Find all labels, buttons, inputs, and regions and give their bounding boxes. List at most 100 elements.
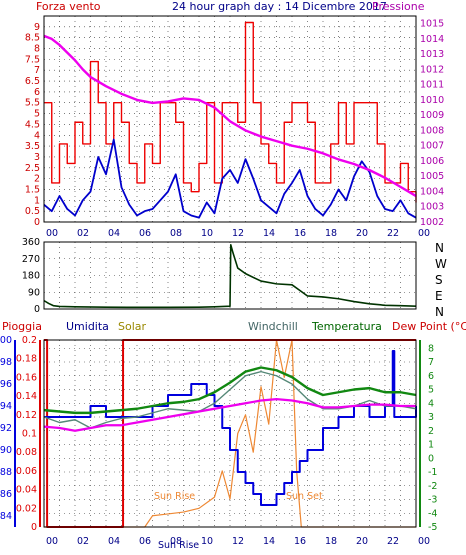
climate-panel-frame xyxy=(43,339,417,528)
label-solar: Solar xyxy=(118,320,147,333)
pressure-y-tick-label: 1006 xyxy=(420,156,444,167)
rain-y-tick-label: 0.16 xyxy=(16,372,37,383)
pressure-y-tick-label: 1003 xyxy=(420,202,444,213)
temperature-y-tick-label: 7 xyxy=(428,357,434,368)
pressure-series xyxy=(43,34,417,198)
header-right-label: Pressione xyxy=(372,0,425,13)
wind-y-tick-label: 6 xyxy=(34,87,40,98)
temperature-y-tick-label: 2 xyxy=(428,426,434,437)
wind-y-tick-label: 1.5 xyxy=(25,184,40,195)
wind-x-tick-label: 22 xyxy=(387,228,399,239)
temperature-series xyxy=(43,366,417,415)
header-title: 24 hour graph day : 14 Dicembre 2017 xyxy=(172,0,387,13)
temperature-y-tick-label: 0 xyxy=(428,453,434,464)
wind-average-series xyxy=(43,138,417,219)
temperature-y-tick-label: 1 xyxy=(428,440,434,451)
pressure-y-tick-label: 1004 xyxy=(420,186,444,197)
wind-x-tick-label: 00 xyxy=(418,228,430,239)
rain-y-tick-label: 0.12 xyxy=(16,410,37,421)
wind-x-tick-label: 06 xyxy=(139,228,151,239)
wind-y-tick-label: 0.5 xyxy=(25,206,40,217)
humidity-y-tick-label: 92 xyxy=(0,423,12,434)
wind-y-tick-label: 5.5 xyxy=(25,98,40,109)
humidity-series xyxy=(44,350,417,506)
temperature-y-tick-label: -5 xyxy=(428,522,437,533)
temperature-y-tick-label: -2 xyxy=(428,481,437,492)
humidity-y-tick-label: 84 xyxy=(0,511,12,522)
wind-y-tick-label: 7.5 xyxy=(25,54,40,65)
pressure-y-tick-label: 1011 xyxy=(420,80,444,91)
wind-y-tick-label: 8.5 xyxy=(25,33,40,44)
climate-x-tick-label: 06 xyxy=(139,536,151,547)
direction-y-tick-label: 0 xyxy=(34,304,40,315)
climate-x-tick-label: 08 xyxy=(170,536,182,547)
wind-y-tick-label: 7 xyxy=(34,65,40,76)
solar-series xyxy=(44,339,416,528)
pressure-y-tick-label: 1012 xyxy=(420,64,444,75)
pressure-y-tick-label: 1009 xyxy=(420,110,444,121)
pressure-y-tick-label: 1014 xyxy=(420,34,444,45)
humidity-y-tick-label: 94 xyxy=(0,401,12,412)
wind-y-tick-label: 3 xyxy=(34,152,40,163)
rain-y-tick-label: 0.04 xyxy=(16,485,37,496)
wind-y-tick-label: 9 xyxy=(34,22,40,33)
rain-y-tick-label: 0.14 xyxy=(16,391,37,402)
wind-y-tick-label: 6.5 xyxy=(25,76,40,87)
rain-y-tick-label: 0.2 xyxy=(22,335,37,346)
label-windchill: Windchill xyxy=(248,320,298,333)
rain-y-tick-label: 0.06 xyxy=(16,466,37,477)
label-temperatura: Temperatura xyxy=(311,320,382,333)
wind-y-tick-label: 3.5 xyxy=(25,141,40,152)
pressure-y-tick-label: 1007 xyxy=(420,141,444,152)
direction-y-tick-label: 90 xyxy=(28,287,40,298)
compass-label-5: N xyxy=(435,305,444,319)
wind-x-tick-label: 04 xyxy=(108,228,120,239)
wind-y-tick-label: 2.5 xyxy=(25,163,40,174)
pressure-y-tick-label: 1015 xyxy=(420,19,444,30)
label-dewpoint: Dew Point (°C) xyxy=(392,320,466,333)
label-sunset: Sun Set xyxy=(286,491,323,502)
compass-label-1: N xyxy=(435,241,444,255)
climate-x-tick-label: 12 xyxy=(232,536,244,547)
pressure-y-tick-label: 1010 xyxy=(420,95,444,106)
temperature-y-tick-label: 5 xyxy=(428,385,434,396)
direction-y-tick-label: 270 xyxy=(22,254,40,265)
series-layer xyxy=(43,21,417,528)
climate-x-tick-label: 02 xyxy=(77,536,89,547)
wind-direction-series xyxy=(43,243,417,309)
humidity-y-tick-label: 98 xyxy=(0,357,12,368)
climate-x-tick-label: 18 xyxy=(325,536,337,547)
pressure-y-tick-label: 1008 xyxy=(420,125,444,136)
climate-x-tick-label: 20 xyxy=(356,536,368,547)
humidity-y-tick-label: 96 xyxy=(0,379,12,390)
wind-gust-series xyxy=(44,21,417,203)
climate-x-tick-label: 04 xyxy=(108,536,120,547)
label-sunrise: Sun Rise xyxy=(154,491,195,502)
temperature-y-tick-label: 4 xyxy=(428,398,434,409)
wind-x-tick-label: 14 xyxy=(263,228,275,239)
wind-x-tick-label: 02 xyxy=(77,228,89,239)
humidity-y-tick-label: 90 xyxy=(0,445,12,456)
temperature-y-tick-label: -3 xyxy=(428,495,437,506)
pressure-y-tick-label: 1002 xyxy=(420,217,444,228)
humidity-y-tick-label: 86 xyxy=(0,489,12,500)
direction-y-tick-label: 360 xyxy=(22,237,40,248)
wind-x-tick-label: 10 xyxy=(201,228,213,239)
wind-panel-frame xyxy=(43,15,417,223)
climate-x-tick-label: 16 xyxy=(294,536,306,547)
wind-x-tick-label: 08 xyxy=(170,228,182,239)
wind-x-tick-label: 18 xyxy=(325,228,337,239)
tick-layer: 00.511.522.533.544.555.566.577.588.59100… xyxy=(0,19,444,547)
climate-x-tick-label: 00 xyxy=(418,536,430,547)
wind-x-tick-label: 12 xyxy=(232,228,244,239)
wind-x-tick-label: 16 xyxy=(294,228,306,239)
temperature-y-tick-label: 8 xyxy=(428,343,434,354)
wind-x-tick-label: 20 xyxy=(356,228,368,239)
climate-x-tick-label: 14 xyxy=(263,536,275,547)
pressure-y-tick-label: 1005 xyxy=(420,171,444,182)
temperature-y-tick-label: 6 xyxy=(428,371,434,382)
wind-y-tick-label: 0 xyxy=(34,217,40,228)
climate-x-tick-label: 22 xyxy=(387,536,399,547)
frame-layer xyxy=(14,15,421,528)
